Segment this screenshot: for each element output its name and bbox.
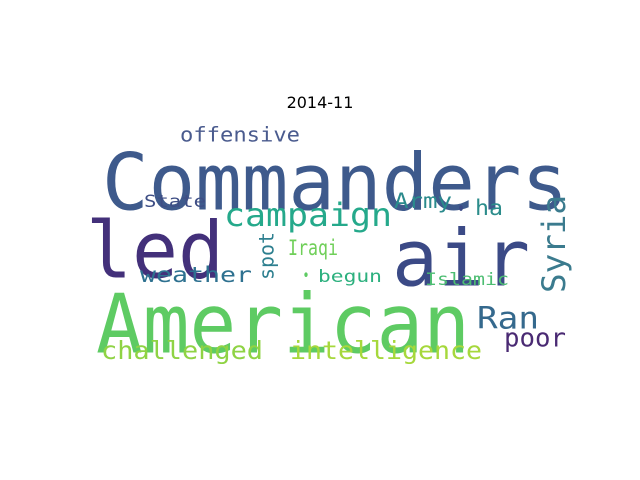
word-syria: Syria — [535, 195, 573, 293]
word-air: air — [392, 214, 530, 304]
word-ha: ha — [475, 196, 503, 220]
word-offensive: offensive — [180, 123, 300, 147]
word-campaign: campaign — [224, 196, 392, 234]
word-begun: begun — [318, 267, 382, 287]
word-commanders: Commanders — [102, 138, 568, 228]
word-challenged: challenged — [101, 336, 263, 365]
word-ran: Ran — [477, 302, 539, 337]
word-led: led — [86, 206, 224, 296]
word-army: Army — [394, 189, 452, 213]
figure-title: 2014-11 — [286, 93, 354, 112]
word-state: State — [144, 192, 206, 212]
word-dot: • — [457, 197, 465, 221]
word-spot: spot — [255, 232, 279, 280]
word-islamic: Islamic — [425, 270, 509, 290]
word-american: American — [96, 277, 470, 372]
word-dot: • — [303, 266, 310, 285]
word-weather: weather — [140, 263, 252, 287]
word-iraqi: Iraqi — [288, 236, 338, 260]
word-poor: poor — [504, 324, 566, 354]
word-intelligence: intelligence — [290, 336, 482, 365]
